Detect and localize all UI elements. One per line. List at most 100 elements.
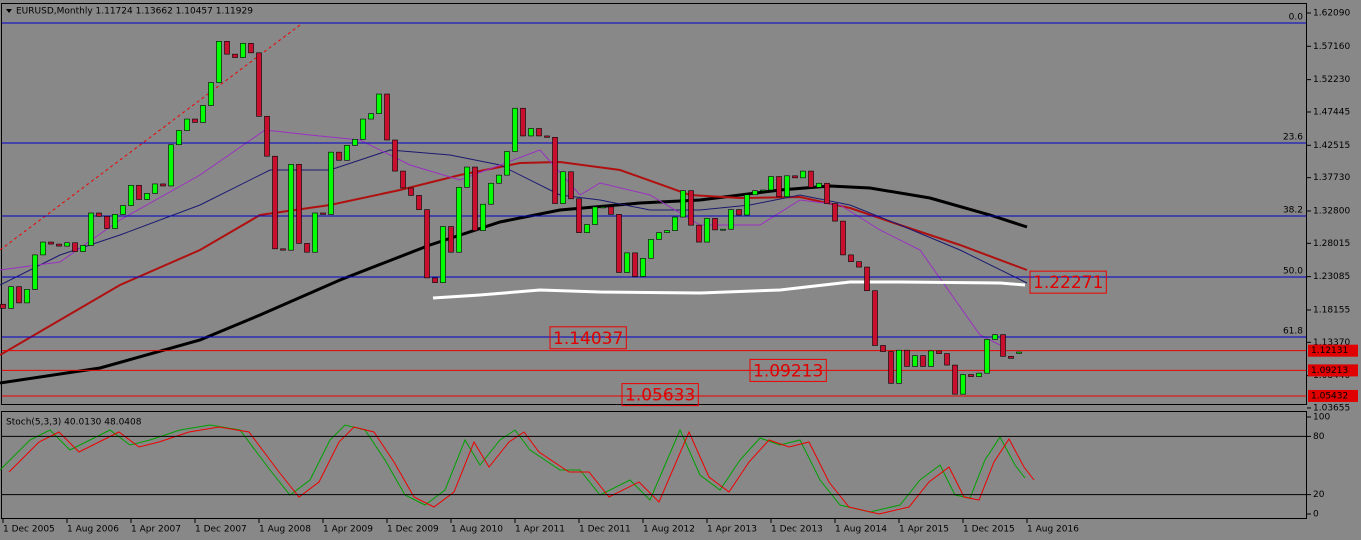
- fib-label: 50.0: [1283, 267, 1303, 277]
- candle-body: [216, 41, 222, 83]
- candle-body: [840, 220, 846, 256]
- candle-body: [736, 209, 742, 216]
- price-box: [549, 326, 627, 350]
- level-label: 1.12131: [1311, 346, 1348, 356]
- candle-body: [8, 286, 14, 309]
- candle-body: [0, 303, 6, 309]
- stoch-tick-label: 80: [1313, 432, 1325, 442]
- candle-body: [496, 174, 502, 184]
- x-tick-label: 1 Aug 2016: [1027, 525, 1079, 535]
- candle-body: [864, 266, 870, 292]
- price-box: [749, 358, 827, 382]
- candle-body: [696, 224, 702, 243]
- candle-body: [808, 170, 814, 188]
- indicators: [0, 24, 1035, 515]
- candle-body: [64, 242, 70, 247]
- candle-body: [128, 184, 134, 206]
- ma-red: [0, 160, 1028, 356]
- candle-body: [40, 241, 46, 256]
- candle-body: [792, 175, 798, 179]
- candle-body: [432, 277, 438, 283]
- x-tick-label: 1 Apr 2009: [323, 525, 373, 535]
- candle-body: [304, 243, 310, 253]
- candle-body: [928, 350, 934, 367]
- candle-body: [608, 206, 614, 215]
- candle-body: [600, 206, 606, 209]
- trend-line: [0, 24, 301, 251]
- candle-body: [232, 53, 238, 58]
- candle-body: [136, 184, 142, 200]
- candle-body: [328, 151, 334, 215]
- candle-body: [160, 183, 166, 187]
- candle-body: [176, 130, 182, 146]
- candle-body: [680, 190, 686, 218]
- y-tick-label: 1.18155: [1313, 305, 1350, 315]
- candle-body: [240, 43, 246, 58]
- candle-body: [664, 230, 670, 233]
- candle-body: [640, 257, 646, 277]
- candle-body: [912, 355, 918, 367]
- candle-body: [416, 195, 422, 210]
- y-tick-label: 1.62090: [1313, 8, 1350, 18]
- candle-body: [336, 151, 342, 161]
- level-tag: [1308, 389, 1358, 402]
- candle-body: [728, 209, 734, 230]
- x-tick-label: 1 Apr 2015: [899, 525, 949, 535]
- candle-body: [16, 286, 22, 304]
- candle-body: [1016, 351, 1022, 354]
- candle-body: [872, 290, 878, 346]
- candle-body: [528, 128, 534, 137]
- stoch-tick-label: 0: [1313, 510, 1319, 520]
- x-tick-label: 1 Apr 2007: [131, 525, 181, 535]
- x-tick-label: 1 Dec 2015: [963, 525, 1015, 535]
- candle-body: [936, 350, 942, 354]
- candle-body: [48, 241, 54, 245]
- candle-body: [144, 193, 150, 200]
- candle-body: [920, 355, 926, 367]
- candle-body: [264, 116, 270, 157]
- ma-black: [0, 184, 1028, 385]
- candle-body: [576, 198, 582, 233]
- candle-body: [960, 374, 966, 395]
- candle-body: [368, 113, 374, 120]
- candle-body: [384, 93, 390, 141]
- candle-body: [760, 189, 766, 192]
- candle-body: [816, 182, 822, 188]
- candle-body: [896, 349, 902, 384]
- menu-arrow[interactable]: [6, 9, 12, 13]
- candle-body: [976, 372, 982, 377]
- ma-navy: [0, 149, 1028, 286]
- fib-label: 61.8: [1283, 327, 1303, 337]
- y-tick-label: 1.03655: [1313, 403, 1350, 413]
- x-tick-label: 1 Dec 2005: [3, 525, 55, 535]
- y-tick-label: 1.13370: [1313, 338, 1350, 348]
- candle-body: [192, 118, 198, 123]
- price-box-label: 1.14037: [553, 329, 623, 349]
- candle-body: [512, 107, 518, 152]
- candle-body: [544, 135, 550, 138]
- x-tick-label: 1 Apr 2011: [515, 525, 565, 535]
- candle-body: [440, 226, 446, 283]
- candle-body: [672, 216, 678, 231]
- candle-body: [992, 334, 998, 340]
- candle-body: [776, 176, 782, 198]
- candle-body: [448, 226, 454, 253]
- candle-body: [56, 243, 62, 247]
- candle-body: [424, 209, 430, 279]
- y-tick-label: 1.42515: [1313, 141, 1350, 151]
- candle-body: [184, 118, 190, 131]
- candle-body: [832, 203, 838, 222]
- candle-body: [720, 228, 726, 231]
- candle-body: [904, 349, 910, 367]
- price-box-label: 1.22271: [1033, 273, 1103, 293]
- chart-header: EURUSD,Monthly 1.11724 1.13662 1.10457 1…: [16, 7, 253, 17]
- candle-body: [784, 175, 790, 198]
- candle-body: [968, 374, 974, 377]
- candle-body: [656, 232, 662, 240]
- candle-body: [648, 239, 654, 259]
- x-tick-label: 1 Dec 2009: [387, 525, 439, 535]
- candle-body: [824, 182, 830, 204]
- candle-body: [344, 145, 350, 161]
- candle-body: [72, 242, 78, 252]
